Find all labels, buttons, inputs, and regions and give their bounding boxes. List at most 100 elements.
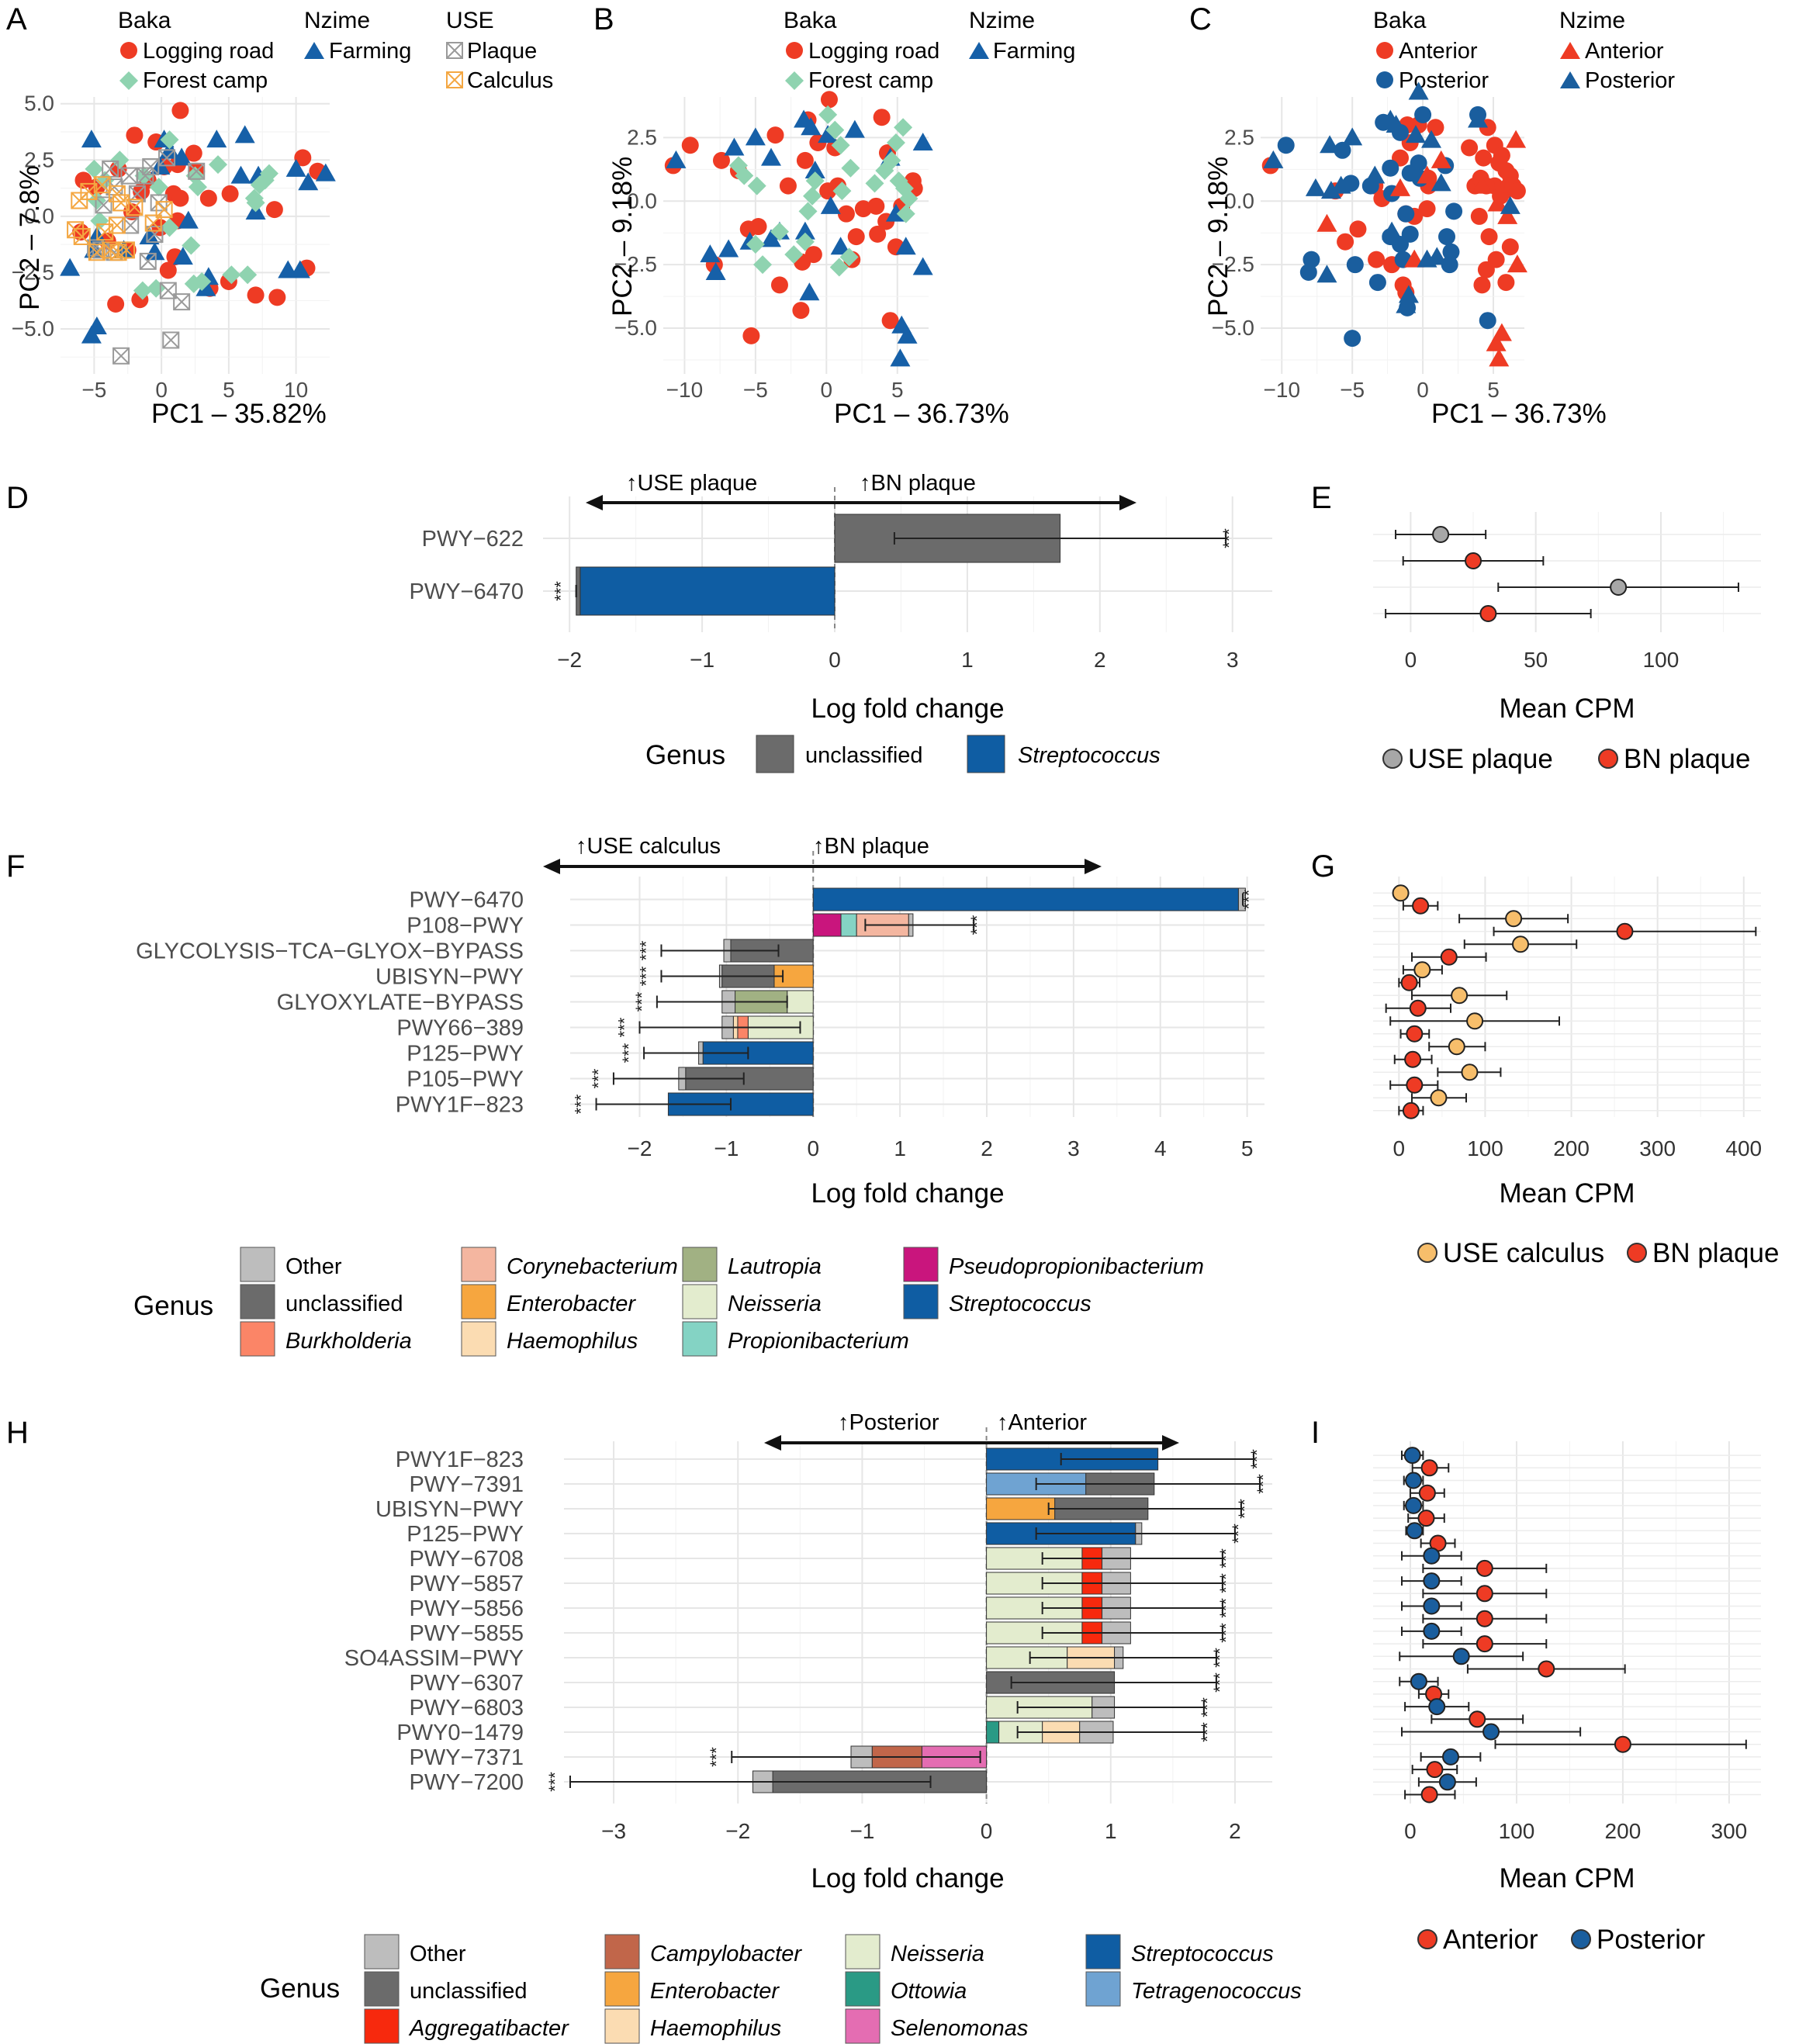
pca-b-point-logging-road: [837, 205, 855, 223]
legend-f-label-neisseria: Neisseria: [728, 1292, 822, 1316]
pca-c-point-nzime-posterior: [1427, 247, 1448, 265]
pca-a-point-plaque-box: [112, 347, 130, 365]
bar-h-significance-stars: ***: [545, 1772, 565, 1792]
dot-g-mean-use-calculus: [1413, 961, 1431, 979]
bar-h-significance-stars: ***: [1229, 1523, 1248, 1544]
legend-h-label-ottowia: Ottowia: [891, 1979, 967, 2004]
bar-d-significance-stars: ***: [552, 581, 571, 601]
dot-g-mean-use-calculus: [1512, 936, 1529, 953]
bar-h-significance-stars: ***: [1254, 1474, 1273, 1494]
pca-a-point-farming: [289, 260, 310, 278]
dot-g-xtick: 100: [1467, 1136, 1503, 1160]
pca-a-ytick: 2.5: [24, 147, 54, 171]
legend-d-title: Genus: [645, 740, 725, 770]
bar-h-significance-stars: ***: [1216, 1548, 1236, 1568]
legend-h-swatch-campylobacter: [604, 1934, 640, 1970]
legend-f-label-corynebacterium: Corynebacterium: [507, 1254, 678, 1279]
legend-a-swatch-plaque: [446, 42, 463, 59]
legend-f-label-other: Other: [285, 1254, 342, 1279]
dot-g-mean-use-calculus: [1466, 1012, 1484, 1030]
legend-b-swatch-logging-road: [786, 42, 803, 59]
pca-b-point-forest-camp: [770, 222, 789, 241]
pca-c-point-baka-posterior: [1442, 243, 1460, 261]
pca-a-point-plaque-cross: [142, 158, 159, 175]
bar-f-significance-stars: ***: [632, 991, 652, 1012]
bar-d-xtick: 1: [961, 648, 974, 672]
dot-i-mean-posterior: [1403, 1447, 1421, 1465]
bar-h-category-label: PWY1F−823: [396, 1447, 524, 1472]
dot-i-xtick: 0: [1404, 1819, 1417, 1843]
legend-f-swatch-enterobacter: [461, 1284, 496, 1319]
pca-c-point-nzime-posterior: [1408, 81, 1429, 100]
pca-a-point-forest-camp: [149, 178, 168, 197]
pca-b-point-logging-road: [867, 197, 885, 215]
pca-b-xtick: −10: [666, 378, 704, 402]
dot-e-mean-use-plaque: [1610, 579, 1628, 596]
bar-h-category-label: PWY−7391: [409, 1472, 524, 1497]
dot-i-mean-anterior: [1538, 1660, 1555, 1678]
pca-plot-c: −10 −5 0 5 2.5 0.0 −2.5 −5.0: [1212, 81, 1527, 402]
dot-i-mean-posterior: [1405, 1472, 1423, 1489]
legend-b: Baka Logging road Forest camp Nzime Farm…: [784, 8, 1075, 93]
pca-a-point-plaque: [112, 347, 130, 365]
pca-b-point-farming: [794, 221, 815, 240]
bar-d-xtick: 3: [1226, 648, 1239, 672]
bar-h-category-label: PWY0−1479: [396, 1721, 524, 1745]
bar-h-xtick: −3: [601, 1819, 626, 1843]
pca-a-point-calculus: [126, 199, 144, 216]
pca-a-point-forest-camp: [133, 281, 152, 300]
dot-i-mean-posterior: [1423, 1597, 1441, 1615]
bar-f-category-label: PWY66−389: [396, 1016, 524, 1041]
legend-b-label-logging-road: Logging road: [808, 39, 939, 64]
dot-g-mean-use-calculus: [1430, 1089, 1448, 1107]
legend-a-swatch-farming: [304, 42, 324, 59]
pca-b-ytick: −2.5: [614, 252, 657, 276]
pca-c-point-nzime-posterior: [1398, 285, 1419, 303]
pca-a-point-plaque-cross: [188, 163, 205, 180]
pca-a-point-farming: [81, 325, 102, 344]
legend-g-swatch-bn-plaque: [1627, 1243, 1647, 1263]
legend-h-label-selenomonas: Selenomonas: [891, 2016, 1028, 2041]
pca-a-point-calculus-cross: [118, 241, 135, 259]
pca-a-ytick: −5.0: [12, 316, 54, 341]
bar-plot-f: −2 −1 0 1 2 3 4 5 *** PWY−6470 *** P108−PWY *** GLYCO…: [136, 851, 1264, 1160]
pca-a-point-farming: [171, 147, 192, 166]
dot-g-mean-bn-plaque: [1440, 948, 1458, 966]
pca-c-point-baka-posterior: [1392, 235, 1409, 253]
pca-a-point-farming: [298, 172, 319, 191]
legend-e-swatch-use-plaque: [1382, 749, 1403, 769]
dot-i-mean-posterior: [1423, 1622, 1441, 1640]
legend-h-label-aggregatibacter: Aggregatibacter: [408, 2016, 569, 2041]
pca-a-point-calculus-cross: [109, 185, 126, 202]
pca-b-point-farming: [820, 195, 841, 214]
bar-d-arrowhead-left: [586, 495, 603, 510]
pca-a-point-plaque-box: [173, 293, 191, 311]
pca-b-xtick: 0: [821, 378, 833, 402]
legend-i-label-posterior: Posterior: [1597, 1925, 1705, 1955]
bar-f-xtick: 3: [1067, 1136, 1080, 1160]
dot-i-mean-anterior: [1418, 1484, 1436, 1502]
pca-b-point-farming: [801, 117, 822, 136]
bar-f-segment-streptococcus: [812, 887, 1239, 911]
pca-a-point-forest-camp: [87, 191, 106, 210]
pca-b-point-farming: [895, 237, 916, 255]
pca-a-point-forest-camp: [188, 178, 207, 197]
pca-b-point-logging-road: [804, 246, 822, 264]
pca-a-point-logging-road: [151, 219, 169, 237]
pca-a-point-forest-camp: [184, 274, 203, 293]
dot-g-mean-use-calculus: [1392, 884, 1410, 902]
dot-i-mean-posterior: [1423, 1547, 1441, 1565]
pca-a-point-plaque-box: [146, 226, 164, 244]
panel-letter-g: G: [1311, 849, 1335, 884]
dot-g-mean-bn-plaque: [1406, 1076, 1424, 1094]
legend-f-swatch-streptococcus: [903, 1284, 939, 1319]
bar-f-category-label: P108−PWY: [407, 914, 524, 939]
pca-c-point-baka-posterior: [1346, 256, 1364, 274]
bar-f-arrowhead-left: [543, 859, 560, 874]
dot-e-mean-bn-plaque: [1465, 552, 1482, 569]
bar-h-significance-stars: ***: [1216, 1598, 1236, 1618]
pca-c-point-nzime-posterior: [1396, 295, 1417, 313]
bar-h-arrowhead-left: [764, 1435, 781, 1451]
bar-f-xtick: −2: [628, 1136, 652, 1160]
dot-i-xtick: 200: [1605, 1819, 1642, 1843]
